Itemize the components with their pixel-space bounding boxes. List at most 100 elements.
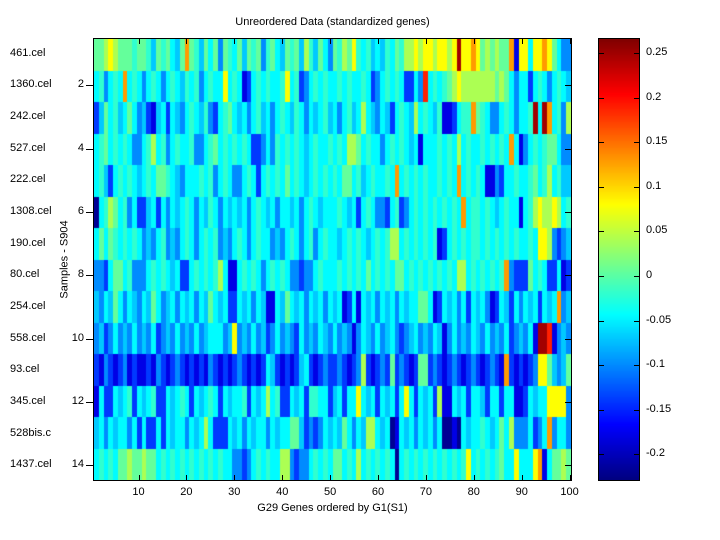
row-label: 558.cel — [10, 331, 46, 344]
colorbar-tick-label: 0.1 — [646, 179, 662, 192]
x-tick-label: 70 — [419, 486, 433, 498]
colorbar-tick — [599, 53, 604, 55]
colorbar-tick-label: 0 — [646, 268, 653, 281]
y-tick — [86, 401, 93, 403]
colorbar-tick-label: -0.15 — [646, 402, 672, 415]
colorbar-canvas — [599, 39, 639, 480]
y-tick-label: 2 — [77, 78, 84, 91]
x-tick — [138, 475, 140, 480]
row-label: 80.cel — [10, 268, 40, 281]
colorbar-tick — [634, 454, 639, 456]
colorbar-tick — [634, 142, 639, 144]
x-tick — [521, 475, 523, 480]
x-tick — [330, 39, 332, 44]
x-tick — [378, 39, 379, 44]
y-tick — [565, 212, 571, 214]
row-label: 527.cel — [10, 141, 46, 154]
row-label: 345.cel — [10, 394, 46, 407]
x-tick-label: 60 — [371, 486, 385, 498]
y-tick — [565, 338, 571, 340]
colorbar-tick-label: 0.2 — [646, 90, 662, 103]
row-label: 528bis.c — [10, 426, 51, 439]
y-tick-label: 6 — [77, 205, 84, 218]
colorbar-tick — [599, 231, 604, 233]
colorbar-tick — [599, 186, 604, 188]
x-tick — [473, 475, 475, 480]
colorbar-tick-label: -0.1 — [646, 358, 665, 371]
row-label: 1308.cel — [10, 205, 52, 218]
colorbar-tick — [634, 275, 639, 277]
colorbar-tick-label: 0.25 — [646, 46, 668, 59]
x-tick — [473, 39, 475, 44]
x-tick-label: 30 — [228, 486, 241, 498]
y-tick — [565, 401, 571, 403]
colorbar-tick — [599, 97, 604, 99]
x-tick-label: 50 — [323, 486, 337, 498]
x-tick — [234, 475, 236, 480]
colorbar-tick-label: -0.2 — [646, 447, 665, 460]
y-tick — [565, 148, 571, 150]
y-tick-label: 14 — [71, 458, 84, 471]
y-tick — [86, 465, 93, 467]
x-tick — [186, 39, 188, 44]
x-tick — [234, 39, 236, 44]
y-tick — [565, 275, 571, 277]
y-tick — [86, 212, 93, 214]
row-label: 222.cel — [10, 173, 46, 186]
x-axis-label: G29 Genes ordered by G1(S1) — [257, 502, 408, 514]
colorbar-tick — [634, 365, 639, 367]
chart-title: Unreordered Data (standardized genes) — [235, 16, 430, 28]
colorbar-tick — [634, 409, 639, 411]
x-tick — [282, 39, 284, 44]
y-tick — [86, 338, 93, 340]
row-label: 461.cel — [10, 46, 46, 59]
x-tick-label: 10 — [132, 486, 145, 498]
x-tick — [378, 475, 379, 480]
x-tick-label: 90 — [515, 486, 528, 498]
colorbar-tick — [634, 320, 639, 322]
x-tick-label: 20 — [180, 486, 193, 498]
y-tick-label: 12 — [71, 394, 84, 407]
colorbar-tick — [599, 454, 604, 456]
colorbar-tick — [599, 365, 604, 367]
x-tick-label: 40 — [276, 486, 289, 498]
row-label: 190.cel — [10, 236, 46, 249]
colorbar-tick-label: -0.05 — [646, 313, 672, 326]
x-tick — [569, 475, 571, 480]
colorbar-tick — [599, 275, 604, 277]
row-label: 242.cel — [10, 110, 46, 123]
row-label: 1360.cel — [10, 78, 52, 91]
y-tick-label: 8 — [77, 268, 84, 281]
colorbar-tick — [634, 97, 639, 99]
x-tick — [138, 39, 140, 44]
y-tick — [565, 465, 571, 467]
x-tick — [521, 39, 523, 44]
x-tick — [569, 39, 571, 44]
plot-area — [93, 38, 572, 481]
y-tick — [86, 275, 93, 277]
x-tick-label: 100 — [560, 486, 579, 498]
colorbar-tick — [599, 409, 604, 411]
colorbar-tick — [599, 142, 604, 144]
x-tick — [186, 475, 188, 480]
y-tick — [565, 85, 571, 87]
x-tick — [330, 475, 332, 480]
row-label: 1437.cel — [10, 458, 52, 471]
colorbar-tick — [599, 320, 604, 322]
heatmap-canvas — [94, 39, 571, 480]
y-tick-label: 10 — [71, 331, 84, 344]
y-tick-label: 4 — [77, 141, 84, 154]
colorbar-tick — [634, 186, 639, 188]
y-tick — [86, 85, 93, 87]
colorbar — [598, 38, 640, 481]
y-tick — [86, 148, 93, 150]
x-tick-label: 80 — [467, 486, 480, 498]
colorbar-tick-label: 0.05 — [646, 224, 668, 237]
colorbar-tick-label: 0.15 — [646, 135, 668, 148]
x-tick — [425, 475, 427, 480]
colorbar-tick — [634, 53, 639, 55]
colorbar-tick — [634, 231, 639, 233]
x-tick — [425, 39, 427, 44]
row-label: 93.cel — [10, 363, 40, 376]
